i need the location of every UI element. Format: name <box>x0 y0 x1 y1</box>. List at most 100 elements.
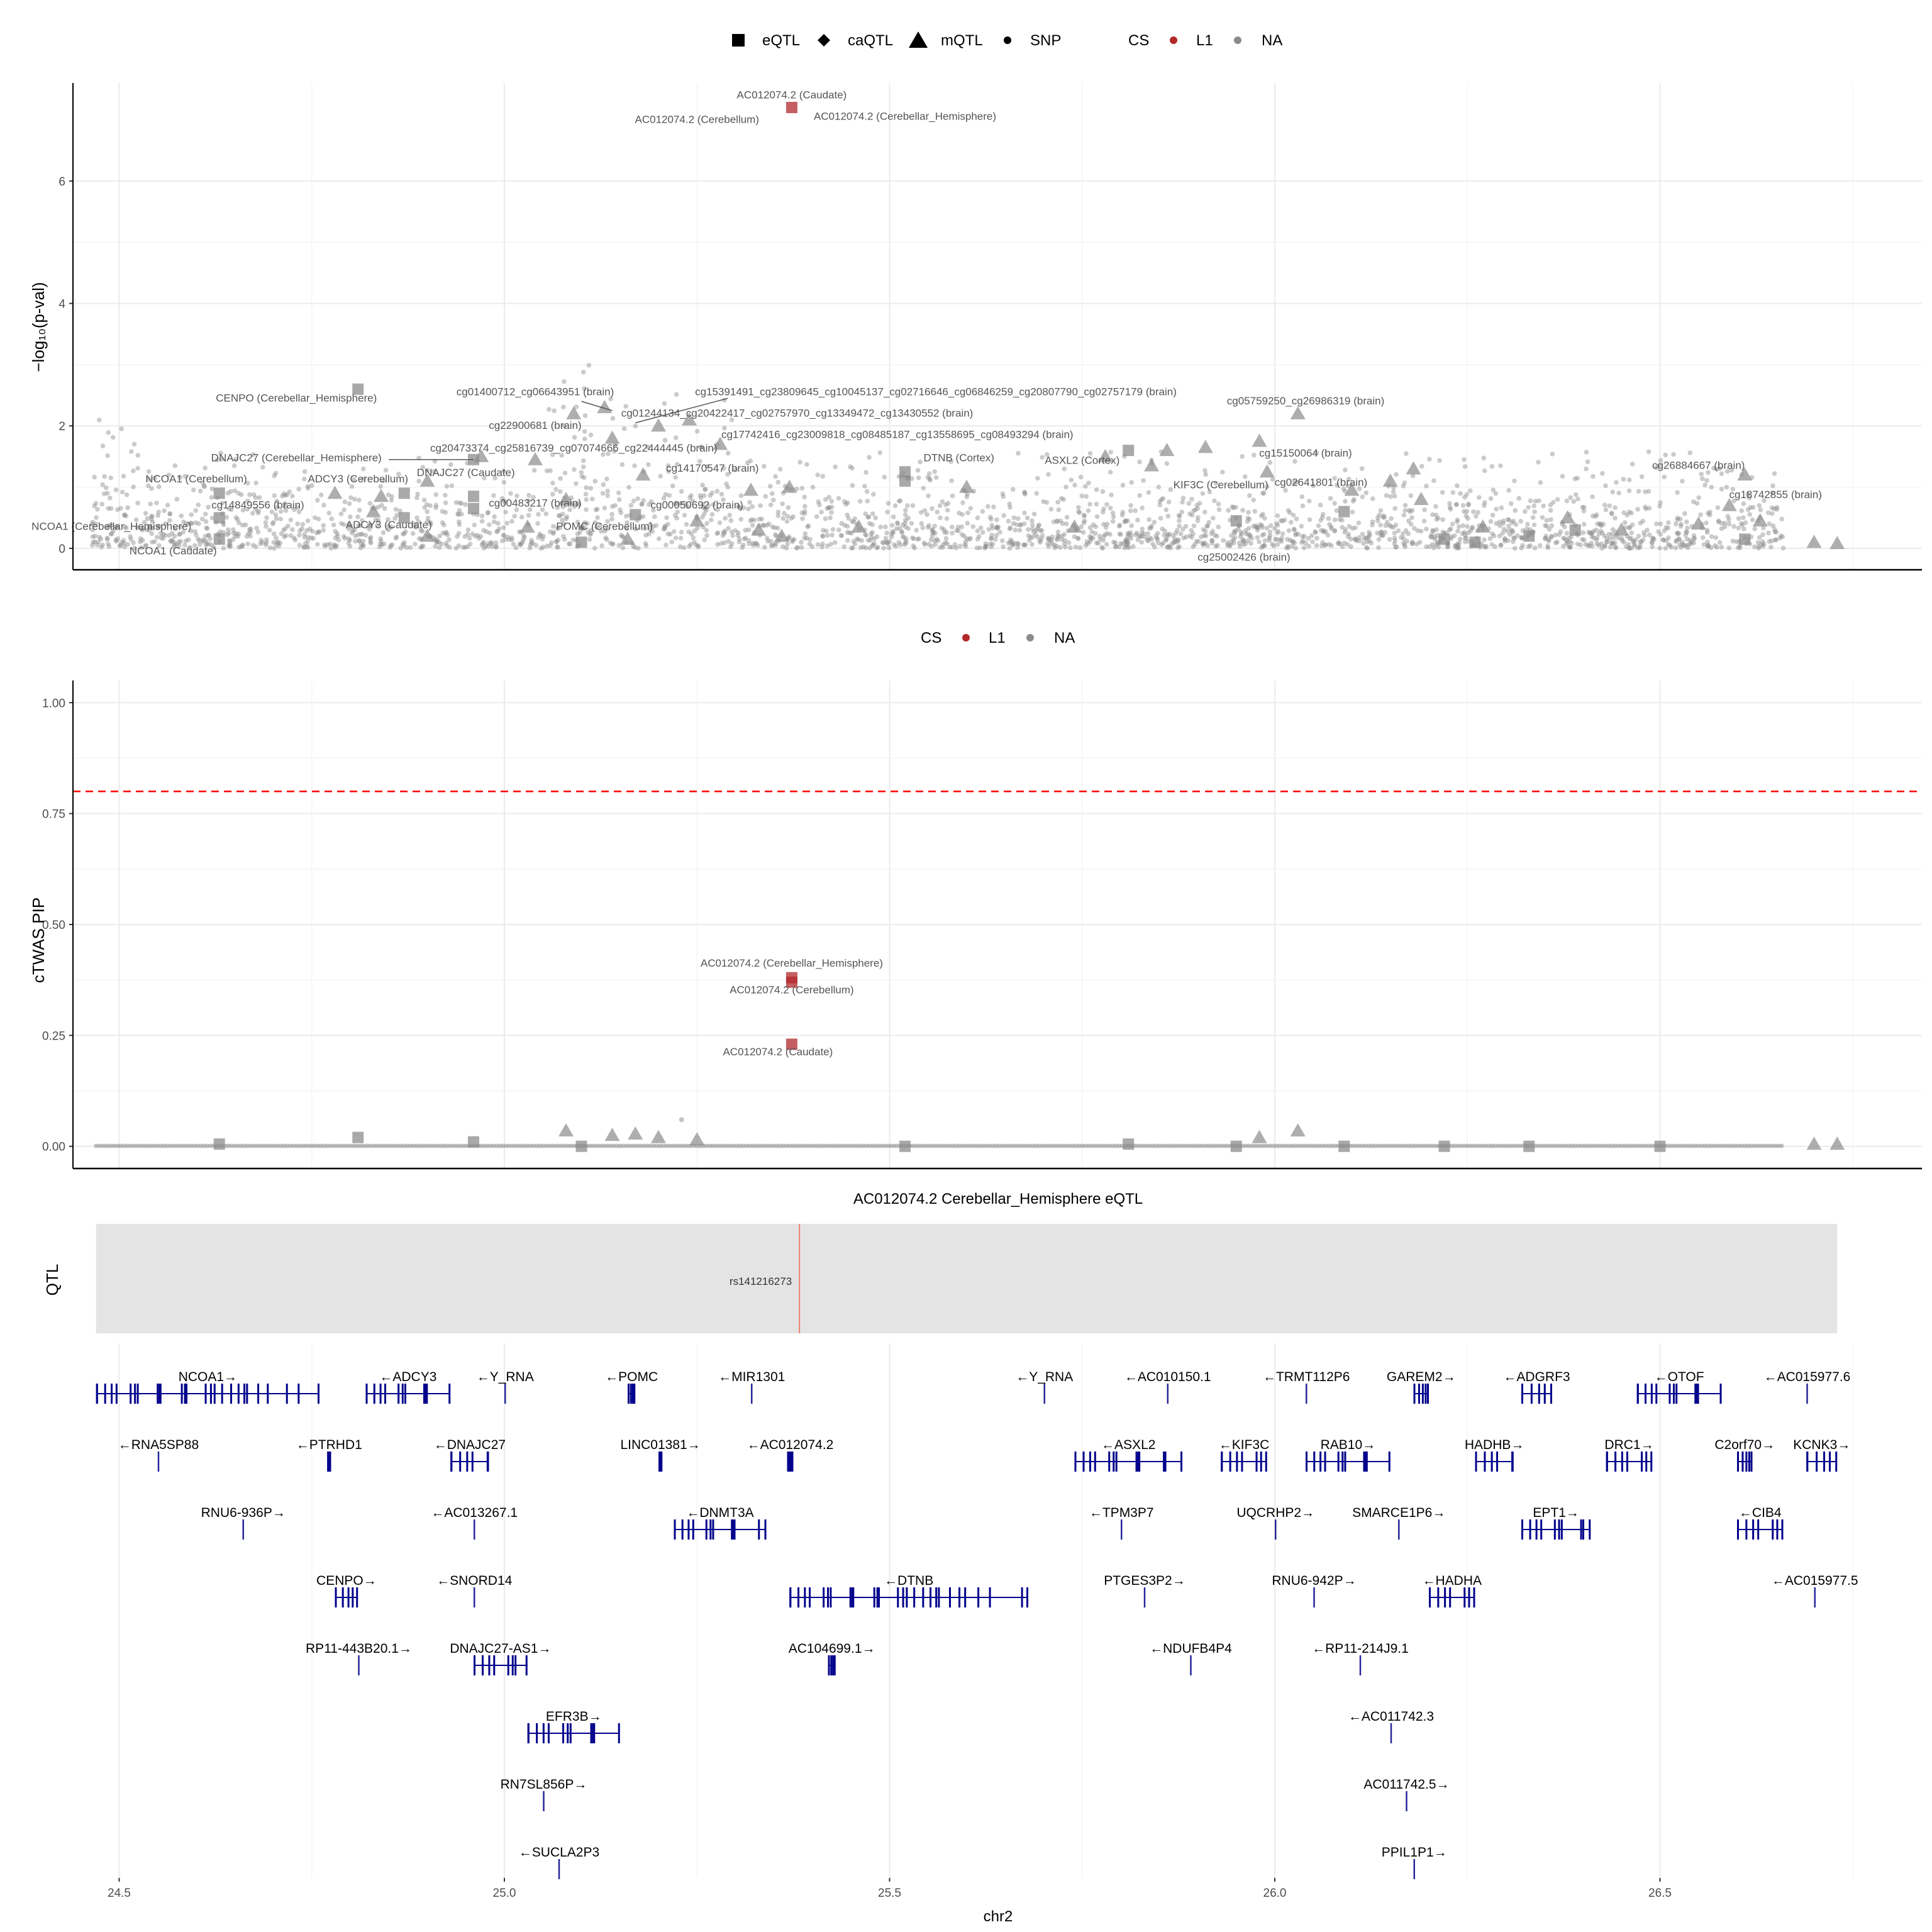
point-label: AC012074.2 (Cerebellum) <box>635 113 760 125</box>
snp-point <box>1255 525 1261 530</box>
snp-point <box>128 536 133 542</box>
snp-point <box>435 539 440 545</box>
mid-legend: CS L1 NA <box>921 630 1075 647</box>
snp-point <box>503 509 508 515</box>
snp-point <box>665 463 671 469</box>
snp-point <box>1607 544 1613 550</box>
gene-exon <box>1275 1519 1277 1540</box>
snp-point <box>1023 542 1028 548</box>
snp-point <box>1261 491 1267 496</box>
snp-point <box>673 501 679 506</box>
snp-point <box>640 501 645 506</box>
mid-legend-cs-title: CS <box>921 630 941 647</box>
snp-point <box>593 507 599 513</box>
snp-point <box>883 525 888 530</box>
snp-point <box>1108 506 1113 511</box>
snp-point <box>1191 523 1197 529</box>
snp-point <box>1541 503 1546 509</box>
gene-exon <box>1475 1452 1477 1472</box>
snp-point <box>102 474 107 479</box>
snp-point <box>240 508 246 513</box>
snp-point <box>994 517 999 523</box>
snp-point <box>104 536 110 542</box>
snp-point <box>1124 542 1130 548</box>
snp-point <box>1621 510 1626 515</box>
snp-point <box>1432 536 1438 542</box>
snp-point <box>997 530 1002 535</box>
gene-exon <box>358 1655 360 1675</box>
snp-point <box>1769 538 1775 543</box>
snp-point <box>1227 543 1233 548</box>
snp-point <box>1392 535 1397 541</box>
snp-point <box>197 541 203 547</box>
snp-point <box>1049 537 1055 542</box>
snp-point <box>147 524 152 529</box>
pip-point <box>1338 1140 1350 1152</box>
snp-point <box>1108 450 1113 455</box>
snp-point <box>862 484 867 489</box>
snp-point <box>610 541 615 547</box>
snp-point <box>203 534 208 539</box>
point-label: cg02641801 (brain) <box>1275 477 1367 489</box>
snp-point <box>1562 525 1567 530</box>
snp-point <box>824 528 829 533</box>
snp-point <box>146 483 151 489</box>
gene-label: GAREM2→ <box>1387 1370 1456 1384</box>
snp-point <box>167 511 172 517</box>
snp-point <box>114 524 119 530</box>
snp-point <box>1270 477 1275 482</box>
snp-point <box>513 545 519 550</box>
snp-point <box>416 536 422 541</box>
snp-point <box>187 546 192 551</box>
snp-point <box>1260 491 1265 496</box>
gene-exon <box>547 1723 550 1743</box>
snp-point <box>1580 530 1586 535</box>
snp-point <box>1328 524 1334 530</box>
gene-exon <box>1829 1452 1831 1472</box>
snp-point <box>948 458 954 464</box>
snp-point <box>1051 519 1057 525</box>
snp-point <box>1118 541 1123 547</box>
snp-point <box>1128 536 1133 541</box>
snp-point <box>935 509 940 514</box>
snp-point <box>519 514 525 519</box>
snp-point <box>1682 511 1687 516</box>
snp-point <box>1582 537 1587 543</box>
snp-point <box>651 524 656 530</box>
snp-point <box>926 493 931 499</box>
snp-point <box>131 540 136 545</box>
gene-exon <box>1344 1452 1346 1472</box>
gene-exon <box>1589 1519 1591 1540</box>
snp-point <box>1108 531 1113 537</box>
snp-point <box>1357 486 1362 492</box>
snp-point <box>1314 450 1319 456</box>
snp-point <box>108 496 113 501</box>
snp-point <box>1332 528 1338 533</box>
snp-point <box>1489 542 1494 547</box>
snp-point <box>1023 491 1028 497</box>
gene-exon <box>1650 1384 1653 1404</box>
snp-point <box>158 535 164 540</box>
snp-point <box>125 541 130 547</box>
snp-point <box>1277 538 1283 543</box>
snp-point <box>639 502 645 508</box>
snp-point <box>755 543 760 548</box>
snp-point <box>902 520 908 526</box>
snp-point <box>481 528 487 533</box>
snp-point <box>276 543 282 549</box>
snp-point <box>1082 513 1087 518</box>
snp-point <box>224 514 230 520</box>
snp-point <box>1225 540 1230 545</box>
snp-point <box>108 506 114 511</box>
snp-point <box>1170 533 1175 538</box>
snp-point <box>321 528 326 533</box>
snp-point <box>97 418 102 423</box>
snp-point <box>881 545 887 551</box>
snp-point <box>784 519 790 524</box>
snp-point <box>1007 546 1013 551</box>
snp-point <box>282 526 288 531</box>
snp-point <box>1212 498 1217 504</box>
snp-point <box>1286 528 1292 533</box>
snp-point <box>521 537 526 543</box>
snp-point <box>1094 514 1100 519</box>
